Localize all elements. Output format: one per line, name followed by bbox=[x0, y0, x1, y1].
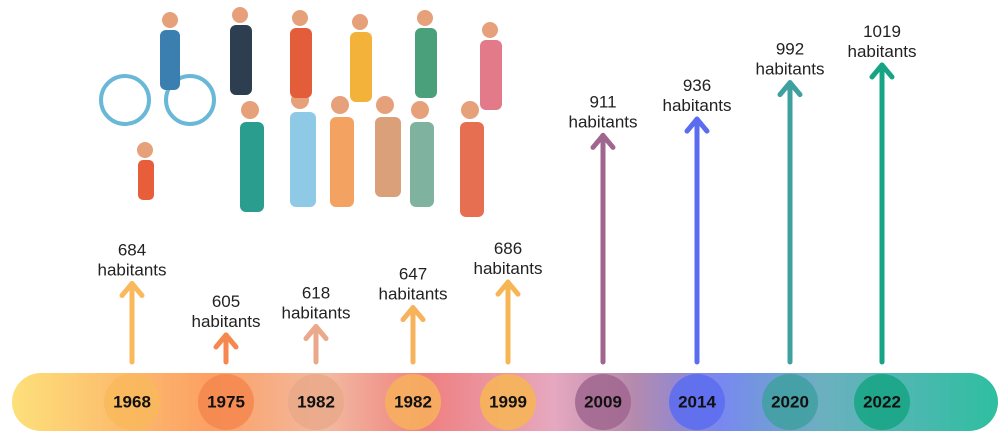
value-label-number: 1019 bbox=[863, 22, 901, 41]
value-label-number: 605 bbox=[212, 292, 240, 311]
value-label-number: 911 bbox=[589, 92, 616, 111]
value-label-unit: habitants bbox=[379, 285, 448, 304]
value-label-number: 684 bbox=[118, 240, 146, 259]
value-label-number: 647 bbox=[399, 265, 427, 284]
value-label-number: 686 bbox=[494, 239, 522, 258]
value-label-number: 992 bbox=[776, 40, 804, 59]
value-label-unit: habitants bbox=[756, 60, 825, 79]
year-label: 2009 bbox=[584, 392, 622, 411]
year-label: 1968 bbox=[113, 392, 151, 411]
value-label-unit: habitants bbox=[569, 112, 638, 131]
arrow bbox=[593, 135, 613, 362]
value-label-unit: habitants bbox=[98, 260, 167, 279]
year-label: 1999 bbox=[489, 392, 527, 411]
year-label: 2022 bbox=[863, 392, 901, 411]
value-label-unit: habitants bbox=[848, 42, 917, 61]
arrow bbox=[687, 119, 707, 362]
value-label-number: 618 bbox=[302, 284, 330, 303]
value-label-unit: habitants bbox=[192, 312, 261, 331]
arrow bbox=[780, 83, 800, 362]
year-label: 2014 bbox=[678, 392, 716, 411]
arrow bbox=[306, 327, 326, 362]
chart: 1968684habitants1975605habitants1982618h… bbox=[0, 0, 1008, 432]
year-label: 2020 bbox=[771, 392, 809, 411]
year-label: 1975 bbox=[207, 392, 245, 411]
value-label-number: 936 bbox=[683, 76, 711, 95]
page: 1968684habitants1975605habitants1982618h… bbox=[0, 0, 1008, 432]
people-illustration bbox=[101, 7, 502, 217]
value-label-unit: habitants bbox=[663, 96, 732, 115]
arrow bbox=[403, 308, 423, 362]
arrow bbox=[498, 282, 518, 362]
arrow bbox=[122, 283, 142, 362]
year-label: 1982 bbox=[297, 392, 335, 411]
value-label-unit: habitants bbox=[474, 259, 543, 278]
year-label: 1982 bbox=[394, 392, 432, 411]
arrow bbox=[216, 335, 236, 362]
value-label-unit: habitants bbox=[282, 304, 351, 323]
arrow bbox=[872, 65, 892, 362]
